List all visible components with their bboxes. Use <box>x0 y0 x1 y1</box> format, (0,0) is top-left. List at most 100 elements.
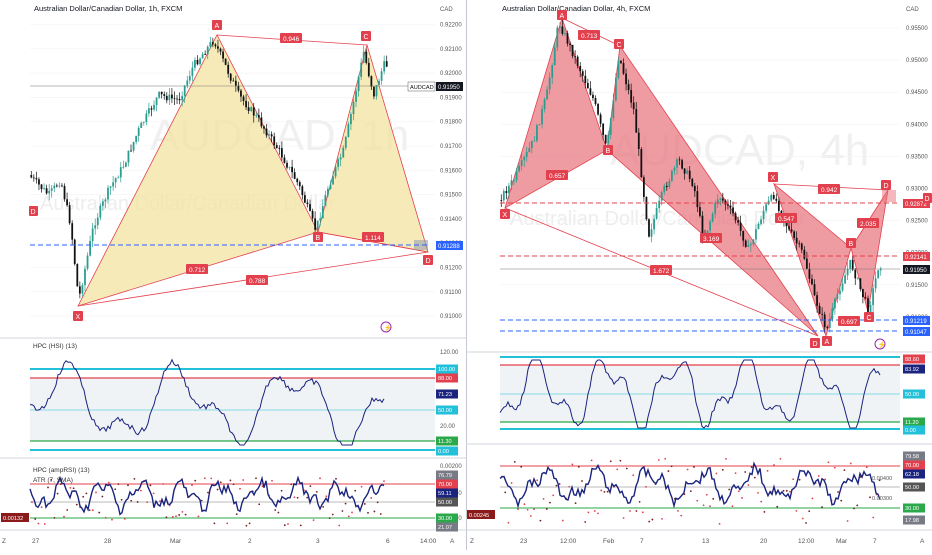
osc2-tag-box <box>436 497 458 507</box>
candle-body <box>686 170 689 174</box>
atr-dot <box>299 524 302 527</box>
candle-body <box>505 191 508 194</box>
right-alert-icon[interactable] <box>874 338 886 350</box>
atr-dot <box>181 510 184 513</box>
osc1-tag-box <box>903 364 925 374</box>
price-tick-label: 0.95500 <box>906 26 928 32</box>
atr-dot <box>191 484 193 487</box>
left-alert-icon[interactable] <box>380 321 392 333</box>
atr-dot <box>718 522 721 525</box>
candle-body <box>592 94 594 99</box>
atr-dot <box>127 484 129 487</box>
atr-dot <box>827 461 830 464</box>
right-osc2-axis: 0.00400 0.00300 79.58 70.00 62.18 50.00 30.00 1… <box>467 451 925 525</box>
left-auto-icon[interactable]: A <box>450 538 455 545</box>
left-ratio-1-box <box>280 33 302 43</box>
atr-dot <box>75 503 78 506</box>
osc1-tick: 20.00 <box>440 424 456 430</box>
price-tick-label: 0.93500 <box>906 154 928 160</box>
atr-dot <box>744 471 747 473</box>
atr-dot <box>194 479 197 482</box>
atr-dot <box>709 505 711 508</box>
atr-dot <box>261 485 264 488</box>
candle-body <box>518 165 520 172</box>
candle-body <box>211 42 214 45</box>
candle-body <box>734 213 737 221</box>
atr-dot <box>325 495 328 498</box>
candle-body <box>724 200 727 205</box>
right-tag-5 <box>903 327 930 336</box>
candle-body <box>859 278 862 290</box>
osc1-tag: 0.00 <box>905 428 916 434</box>
osc1-tag-box <box>903 425 925 435</box>
left-zoom-icon[interactable]: Z <box>2 538 6 545</box>
atr-dot <box>91 509 94 512</box>
atr-dot <box>632 474 635 477</box>
atr-dot <box>66 509 69 511</box>
atr-dot <box>136 501 139 503</box>
candle-body <box>749 244 752 246</box>
right-point-c-box <box>614 39 624 49</box>
atr-dot <box>120 498 123 501</box>
right-osc1-band <box>500 365 900 422</box>
candle-body <box>309 204 311 211</box>
atr-dot <box>635 510 638 512</box>
candle-body <box>252 107 255 116</box>
atr-dot <box>367 511 369 514</box>
left-price-tag-text: 0.91950 <box>438 85 460 91</box>
osc2-tick: 0.00300 <box>872 496 892 502</box>
candle-body <box>872 288 874 306</box>
time-tick: 2 <box>248 538 252 545</box>
atr-dot <box>168 504 171 507</box>
candle-body <box>109 186 112 188</box>
atr-dot <box>184 513 187 516</box>
candle-body <box>247 107 250 111</box>
atr-dot <box>277 511 280 514</box>
candle-body <box>617 60 620 78</box>
candle-body <box>81 285 84 294</box>
candle-body <box>96 217 99 226</box>
atr-dot <box>130 499 133 502</box>
osc1-tag: 83.92 <box>905 367 919 373</box>
atr-dot <box>571 463 574 466</box>
candle-body <box>293 172 296 179</box>
atr-dot <box>561 519 564 522</box>
atr-dot <box>354 489 357 492</box>
time-tick: Feb <box>603 538 615 545</box>
candle-body <box>604 134 607 144</box>
left-osc1-label: HPC (HSI) (13) <box>33 343 77 350</box>
candle-body <box>586 83 589 89</box>
atr-dot <box>363 503 366 505</box>
candle-body <box>84 268 86 286</box>
right-zoom-icon[interactable]: Z <box>470 538 474 545</box>
candle-body <box>101 201 104 206</box>
left-point-a: A <box>215 23 220 30</box>
time-tick: 3 <box>316 538 320 545</box>
candle-body <box>645 196 648 220</box>
osc2-tag-box <box>903 460 925 470</box>
atr-dot <box>721 468 724 471</box>
right-ratio-5: 0.942 <box>821 187 838 194</box>
candle-body <box>178 98 181 101</box>
candle-body <box>536 125 538 141</box>
right-point-a-box <box>557 10 567 20</box>
candle-body <box>795 237 798 244</box>
atr-dot <box>88 509 91 512</box>
atr-dot <box>72 487 75 490</box>
candle-body <box>599 114 602 124</box>
left-point-b: B <box>316 235 321 242</box>
candle-body <box>622 63 625 74</box>
atr-dot <box>817 475 820 477</box>
atr-dot <box>625 467 628 470</box>
candle-body <box>719 198 722 200</box>
price-tick-label: 0.91600 <box>440 168 462 174</box>
candle-body <box>594 98 597 105</box>
atr-dot <box>705 493 708 496</box>
osc2-tag: 70.00 <box>438 482 452 488</box>
candle-body <box>681 160 683 169</box>
candle-body <box>53 185 56 189</box>
candle-body <box>520 160 523 166</box>
candle-body <box>836 294 839 299</box>
time-tick: 6 <box>386 538 390 545</box>
right-auto-icon[interactable]: A <box>920 538 925 545</box>
